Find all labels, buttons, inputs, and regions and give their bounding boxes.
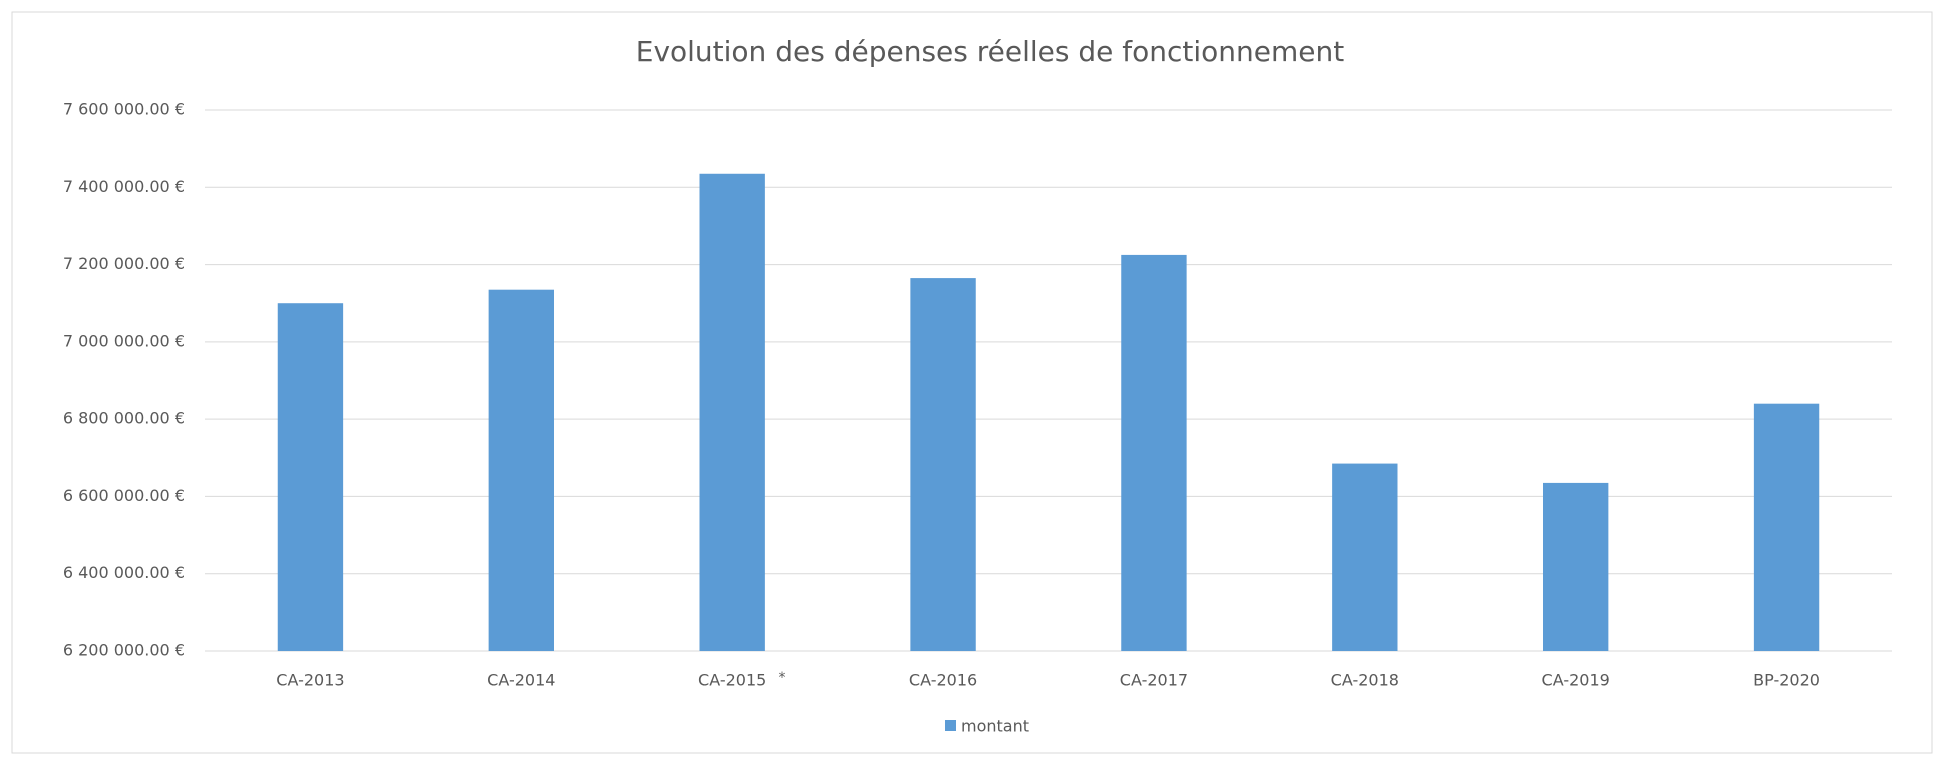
x-tick-label: CA-2014: [487, 671, 555, 690]
x-tick-label: CA-2018: [1331, 671, 1399, 690]
x-tick-label: CA-2016: [909, 671, 977, 690]
x-tick-label: CA-2013: [276, 671, 344, 690]
x-tick-label: BP-2020: [1753, 671, 1820, 690]
bar: [277, 303, 344, 651]
bar: [1332, 463, 1398, 651]
x-tick-label: CA-2015: [698, 671, 766, 690]
annotation: *: [779, 670, 786, 686]
y-tick-label: 6 600 000.00 €: [63, 486, 185, 505]
bar: [1543, 482, 1609, 651]
y-tick-label: 6 400 000.00 €: [63, 563, 185, 582]
y-tick-label: 6 800 000.00 €: [63, 409, 185, 428]
bar: [1753, 403, 1820, 651]
y-tick-label: 6 200 000.00 €: [63, 641, 185, 660]
bar: [699, 173, 765, 651]
y-tick-label: 7 600 000.00 €: [63, 100, 185, 119]
legend-swatch: [945, 720, 956, 731]
chart-title: Evolution des dépenses réelles de foncti…: [636, 35, 1344, 68]
bar: [1121, 254, 1187, 652]
bar: [488, 289, 554, 651]
legend-label: montant: [961, 717, 1029, 736]
bar: [910, 278, 976, 651]
y-tick-label: 7 400 000.00 €: [63, 177, 185, 196]
x-tick-label: CA-2019: [1542, 671, 1610, 690]
y-tick-label: 7 000 000.00 €: [63, 331, 185, 350]
y-tick-label: 7 200 000.00 €: [63, 254, 185, 273]
x-tick-label: CA-2017: [1120, 671, 1188, 690]
